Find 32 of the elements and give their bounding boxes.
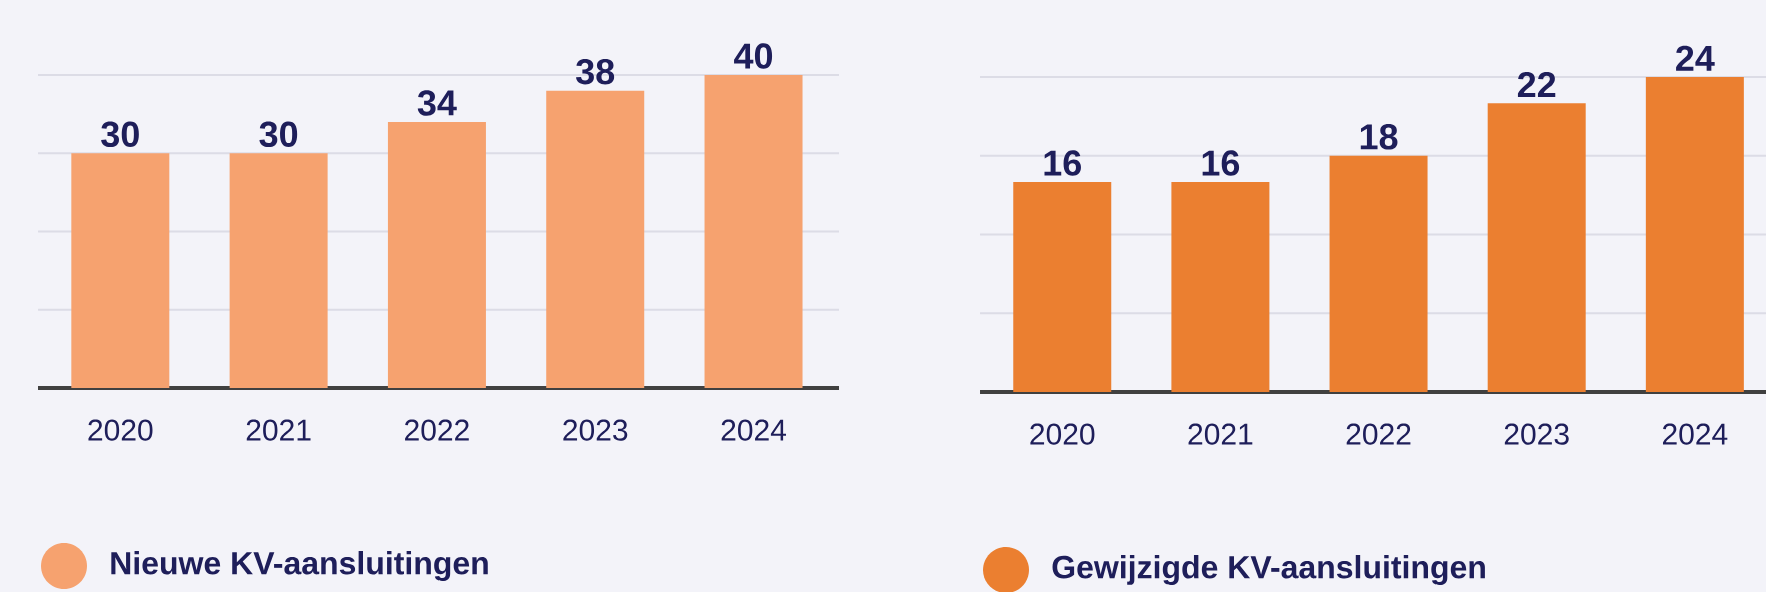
- x-tick-label: 2022: [1346, 423, 1411, 445]
- bar: [1013, 182, 1112, 392]
- bar: [229, 153, 328, 388]
- data-label: 40: [734, 43, 773, 69]
- data-label: 34: [417, 90, 457, 116]
- legend-label: Gewijzigde KV-aansluitingen: [1052, 555, 1485, 585]
- bar: [546, 90, 645, 388]
- legend-label: Nieuwe KV-aansluitingen: [111, 551, 488, 581]
- x-tick-label: 2024: [721, 419, 787, 441]
- bar: [1487, 103, 1586, 392]
- x-tick-label: 2021: [246, 419, 311, 441]
- x-tick-label: 2020: [88, 419, 153, 441]
- x-tick-label: 2023: [563, 419, 628, 441]
- data-label: 24: [1676, 45, 1715, 71]
- data-label: 22: [1517, 71, 1556, 98]
- x-tick-label: 2024: [1662, 423, 1728, 445]
- data-label: 18: [1360, 124, 1398, 150]
- bar: [1329, 155, 1428, 392]
- data-label: 30: [101, 121, 139, 148]
- data-label: 38: [576, 58, 615, 85]
- x-tick-label: 2020: [1030, 423, 1095, 445]
- bar: [704, 75, 803, 388]
- data-label: 30: [259, 121, 298, 148]
- x-tick-label: 2022: [405, 419, 469, 441]
- data-label: 16: [1202, 150, 1240, 176]
- bar: [1645, 77, 1744, 392]
- bar: [71, 153, 170, 388]
- x-tick-label: 2021: [1188, 423, 1253, 445]
- x-tick-label: 2023: [1504, 423, 1569, 445]
- bar: [1171, 182, 1270, 392]
- bar: [387, 121, 486, 388]
- data-label: 16: [1044, 150, 1081, 176]
